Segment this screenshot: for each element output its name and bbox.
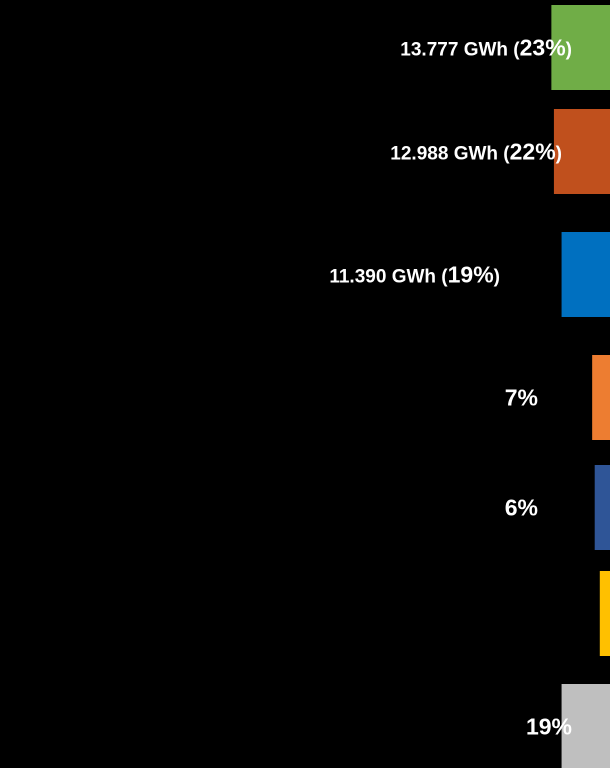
bar-label-part: ): [494, 267, 500, 288]
bar-label-part: 4%: [528, 601, 561, 627]
bar-5: [594, 465, 610, 550]
bar-label-1: 13.777 GWh (23%): [400, 35, 572, 61]
bar-label-part: 22%: [510, 139, 556, 165]
bar-label-part: 19%: [526, 714, 572, 740]
bar-label-2: 12.988 GWh (22%): [390, 139, 562, 165]
bar-label-part: 19%: [448, 262, 494, 288]
bar-label-6: 4%: [528, 601, 561, 627]
bar-label-3: 11.390 GWh (19%): [329, 262, 500, 288]
bar-4: [592, 355, 610, 440]
bar-3: [561, 232, 610, 317]
bar-label-part: 12.988 GWh (: [390, 144, 510, 165]
bar-1: [551, 5, 610, 90]
bar-label-4: 7%: [505, 385, 538, 411]
bar-7: [561, 684, 610, 768]
bar-label-5: 6%: [505, 495, 538, 521]
bar-label-part: ): [556, 144, 562, 165]
bar-label-part: 23%: [520, 35, 566, 61]
bar-label-part: 7%: [505, 385, 538, 411]
bar-2: [553, 109, 610, 194]
bar-6: [599, 571, 610, 656]
bar-label-7: 19%: [526, 714, 572, 740]
bar-label-part: ): [566, 40, 572, 61]
bar-label-part: 13.777 GWh (: [400, 40, 520, 61]
bar-label-part: 11.390 GWh (: [329, 267, 448, 288]
bar-label-part: 6%: [505, 495, 538, 521]
